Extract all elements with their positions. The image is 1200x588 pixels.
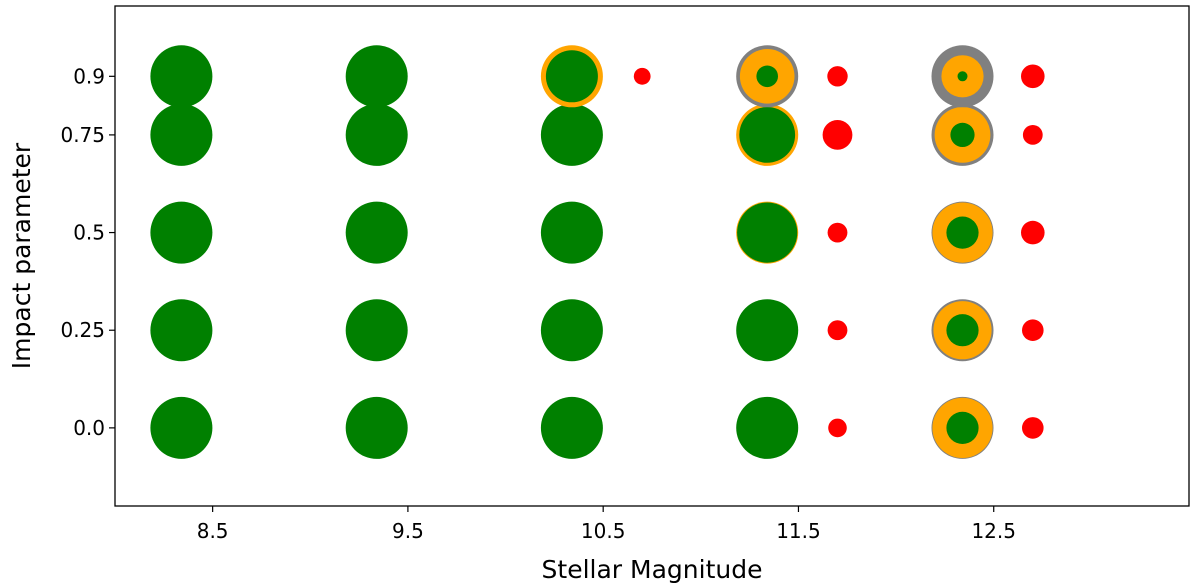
red-marker [827,222,848,243]
green-marker [946,411,979,444]
green-marker [345,103,408,166]
green-marker [946,216,979,249]
y-tick-label: 0.0 [73,416,105,440]
x-tick-label: 10.5 [581,519,626,543]
y-tick-label: 0.9 [73,64,105,88]
y-axis-title: Impact parameter [7,142,36,369]
red-marker [1022,124,1043,145]
green-marker [736,299,799,362]
green-marker [150,299,213,362]
green-marker [737,202,798,263]
red-marker [822,119,853,150]
x-tick-label: 11.5 [776,519,821,543]
green-marker [345,201,408,264]
x-tick-label: 12.5 [971,519,1016,543]
green-marker [345,299,408,362]
red-marker [828,418,847,438]
green-marker [540,201,603,264]
y-tick-label: 0.5 [73,221,105,245]
green-marker [957,71,968,82]
green-marker [540,396,603,459]
green-marker [540,103,603,166]
green-marker [345,45,408,108]
green-marker [345,396,408,459]
red-marker [633,67,651,85]
x-axis: 8.5 9.5 10.5 11.5 12.5 [197,506,1016,543]
green-marker [150,396,213,459]
red-marker [827,320,848,341]
green-marker [150,45,213,108]
plot-frame [114,5,1190,507]
green-marker [150,103,213,166]
green-marker [540,299,603,362]
marks-layer [150,45,1045,459]
green-marker [150,201,213,264]
red-marker [1021,220,1045,245]
green-marker [545,50,598,103]
green-marker [756,65,778,88]
red-marker [1021,64,1045,89]
green-marker [736,396,799,459]
green-marker [950,122,975,147]
y-tick-label: 0.75 [60,123,105,147]
red-marker [1022,319,1044,342]
x-tick-label: 9.5 [392,519,424,543]
red-marker [1022,417,1044,439]
x-axis-title: Stellar Magnitude [542,555,763,584]
red-marker [827,66,848,87]
y-axis: 0.0 0.25 0.5 0.75 0.9 [60,64,115,440]
green-marker [946,314,979,347]
x-tick-label: 8.5 [197,519,229,543]
green-marker [739,106,796,163]
y-tick-label: 0.25 [60,318,105,342]
